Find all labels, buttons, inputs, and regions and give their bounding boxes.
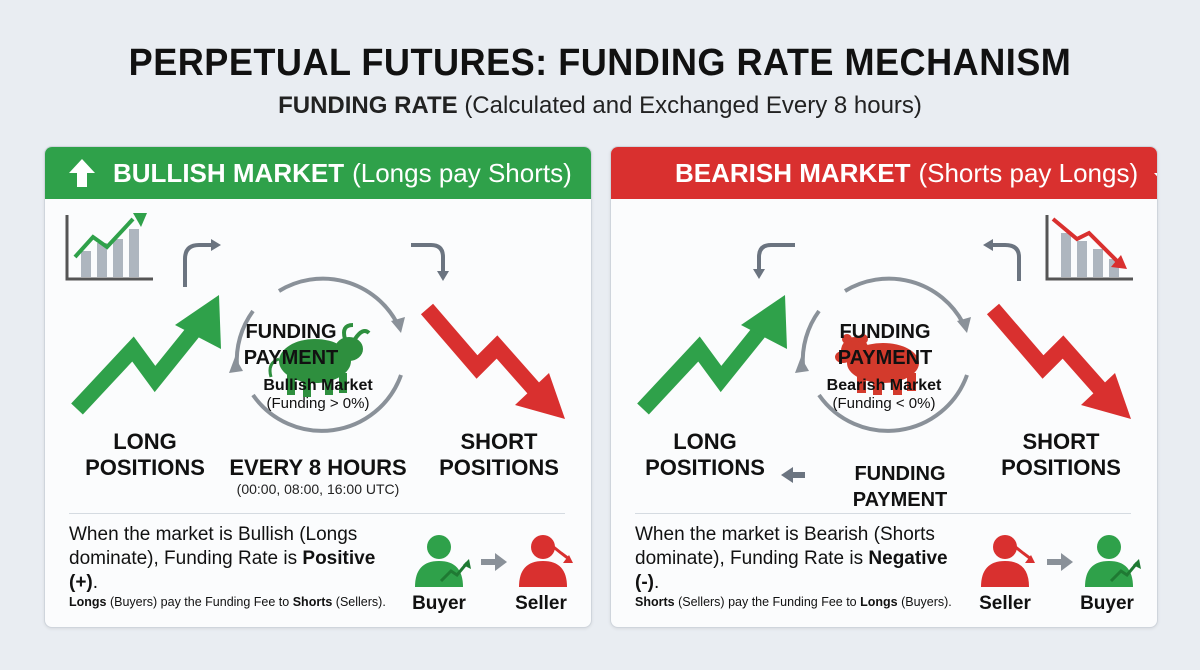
bullish-header-rest: (Longs pay Shorts)	[352, 157, 572, 188]
bearish-foot-end: (Buyers).	[897, 595, 952, 609]
bullish-description: When the market is Bullish (Longs domina…	[69, 523, 399, 595]
arrow-down-icon	[1154, 173, 1157, 177]
bearish-role-1: Seller	[979, 593, 1031, 614]
bear-icon	[835, 334, 919, 395]
bullish-panel: BULLISH MARKET (Longs pay Shorts)	[44, 146, 592, 628]
subtitle-bold: FUNDING RATE	[278, 92, 458, 119]
page-title: PERPETUAL FUTURES: FUNDING RATE MECHANIS…	[128, 42, 1072, 84]
bearish-desc-end: .	[653, 572, 660, 593]
bullish-role-2: Seller	[515, 593, 567, 614]
bearish-header-bold: BEARISH MARKET	[675, 157, 911, 188]
bullish-funding-payment-label: FUNDING PAYMENT	[243, 321, 339, 369]
bullish-foot-bold-1: Longs	[69, 595, 107, 609]
falling-chart-icon	[1045, 215, 1133, 281]
exchange-arrow-icon	[481, 553, 507, 571]
bullish-role-1: Buyer	[412, 593, 466, 614]
bearish-roles-graphic	[981, 535, 1141, 587]
bearish-desc-bold: Negative (-)	[635, 548, 948, 593]
funding-payment-bottom-arrow	[781, 467, 805, 483]
bullish-cycle-title: Bullish Market	[263, 377, 373, 394]
bullish-divider	[69, 513, 565, 514]
cycle-arrows-icon	[795, 276, 971, 433]
bullish-long-label-1: LONG	[113, 429, 177, 454]
bearish-cycle-title: Bearish Market	[826, 377, 942, 394]
bearish-funding-payment-bottom-label: FUNDING PAYMENT	[852, 463, 948, 511]
bullish-desc-text: When the market is Bullish (Longs domina…	[69, 524, 358, 569]
bearish-divider	[635, 513, 1131, 514]
bearish-panel: BEARISH MARKET (Shorts pay Longs)	[610, 146, 1158, 628]
bearish-desc-text: When the market is Bearish (Shorts domin…	[635, 524, 935, 569]
bearish-diagram	[637, 215, 1133, 483]
bearish-long-label: LONG POSITIONS	[639, 429, 771, 481]
bearish-cycle-text: Bearish Market (Funding < 0%)	[811, 377, 957, 413]
bullish-short-label-1: SHORT	[460, 429, 538, 454]
bearish-long-label-2: POSITIONS	[645, 455, 765, 480]
bullish-foot-end: (Sellers).	[332, 595, 386, 609]
bullish-short-label: SHORT POSITIONS	[433, 429, 565, 481]
page-subtitle: FUNDING RATE (Calculated and Exchanged E…	[0, 92, 1200, 120]
bullish-foot-mid: (Buyers) pay the Funding Fee to	[106, 595, 293, 609]
bullish-cycle-sub: (Funding > 0%)	[266, 395, 370, 412]
cycle-arrows-icon	[229, 276, 405, 433]
bearish-funding-payment-top-label: FUNDING PAYMENT	[837, 321, 933, 369]
bearish-cycle-sub: (Funding < 0%)	[832, 395, 936, 412]
bull-icon	[268, 323, 371, 397]
bullish-foot-bold-2: Shorts	[292, 595, 333, 609]
bullish-times: (00:00, 08:00, 16:00 UTC)	[236, 481, 400, 497]
bullish-cycle-text: Bullish Market (Funding > 0%)	[245, 377, 391, 413]
bearish-description: When the market is Bearish (Shorts domin…	[635, 523, 965, 595]
subtitle-rest: (Calculated and Exchanged Every 8 hours)	[464, 92, 922, 119]
bearish-long-label-1: LONG	[673, 429, 737, 454]
rising-chart-icon	[65, 213, 153, 281]
bullish-short-label-2: POSITIONS	[439, 455, 559, 480]
bearish-short-label-2: POSITIONS	[1001, 455, 1121, 480]
funding-payment-arrow	[183, 239, 449, 287]
bullish-every-label: EVERY 8 HOURS	[229, 455, 407, 480]
bullish-desc-end: .	[92, 572, 99, 593]
person-icon	[519, 535, 573, 587]
person-icon	[981, 535, 1035, 587]
long-rising-arrow	[637, 295, 787, 415]
long-rising-arrow	[71, 295, 221, 415]
bearish-header: BEARISH MARKET (Shorts pay Longs)	[611, 147, 1157, 199]
bearish-foot-bold-2: Longs	[860, 595, 898, 609]
bullish-desc-bold: Positive (+)	[69, 548, 376, 593]
bearish-footnote: Shorts (Sellers) pay the Funding Fee to …	[635, 595, 952, 609]
bullish-long-label-2: POSITIONS	[85, 455, 205, 480]
bullish-header-bold: BULLISH MARKET	[113, 157, 345, 188]
bullish-header: BULLISH MARKET (Longs pay Shorts)	[45, 147, 591, 199]
person-icon	[1085, 535, 1141, 587]
bullish-long-label: LONG POSITIONS	[79, 429, 211, 481]
bullish-roles-graphic	[415, 535, 573, 587]
bearish-short-label-1: SHORT	[1022, 429, 1100, 454]
person-icon	[415, 535, 471, 587]
bearish-header-rest: (Shorts pay Longs)	[918, 157, 1139, 188]
bearish-foot-bold-1: Shorts	[635, 595, 675, 609]
short-falling-arrow	[986, 303, 1131, 419]
bullish-footnote: Longs (Buyers) pay the Funding Fee to Sh…	[69, 595, 386, 609]
exchange-arrow-icon	[1047, 553, 1073, 571]
arrow-up-icon	[69, 159, 95, 187]
bearish-short-label: SHORT POSITIONS	[995, 429, 1127, 481]
funding-payment-arrow	[753, 239, 1021, 281]
bullish-diagram	[65, 213, 565, 433]
bearish-foot-mid: (Sellers) pay the Funding Fee to	[674, 595, 861, 609]
bearish-role-2: Buyer	[1080, 593, 1134, 614]
short-falling-arrow	[420, 303, 565, 419]
